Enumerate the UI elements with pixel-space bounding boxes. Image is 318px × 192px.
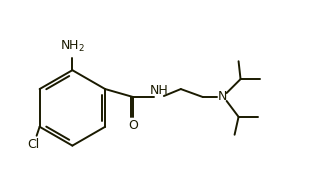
Text: O: O — [128, 119, 138, 132]
Text: N: N — [218, 90, 227, 103]
Text: Cl: Cl — [28, 138, 40, 151]
Text: NH$_2$: NH$_2$ — [60, 39, 85, 54]
Text: NH: NH — [149, 84, 168, 97]
